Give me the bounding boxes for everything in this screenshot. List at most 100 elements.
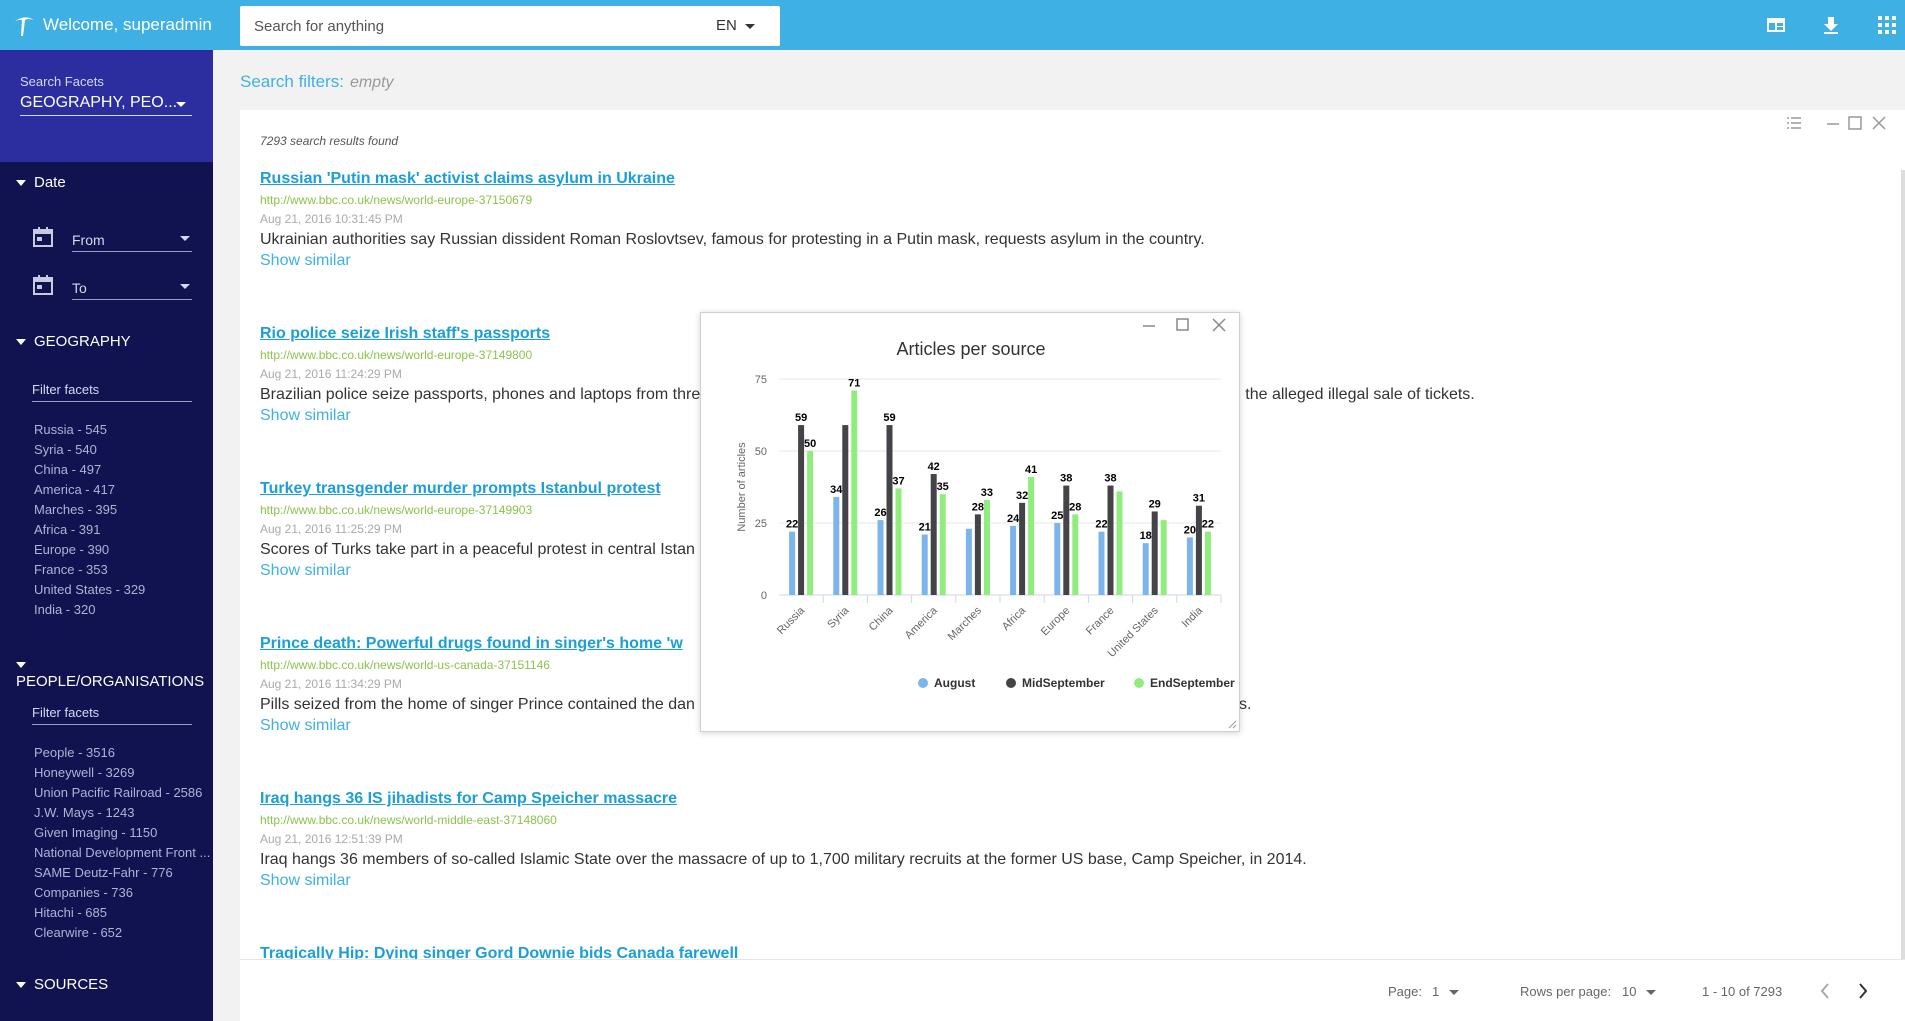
bar bbox=[1142, 543, 1149, 595]
resize-grip-icon[interactable] bbox=[1227, 719, 1237, 729]
result-url[interactable]: http://www.bbc.co.uk/news/world-europe-3… bbox=[260, 503, 533, 517]
result-url[interactable]: http://www.bbc.co.uk/news/world-europe-3… bbox=[260, 193, 533, 207]
close-icon[interactable] bbox=[1872, 116, 1886, 130]
previous-page-icon[interactable] bbox=[1818, 982, 1832, 1000]
calendar-icon[interactable] bbox=[32, 226, 54, 248]
dashboard-icon[interactable] bbox=[1765, 14, 1787, 36]
bar bbox=[798, 425, 805, 595]
data-label: 28 bbox=[1069, 501, 1081, 513]
facet-item[interactable]: Companies - 736 bbox=[34, 885, 133, 900]
search-input[interactable] bbox=[240, 6, 680, 46]
date-section-header[interactable]: Date bbox=[16, 174, 66, 191]
search-facets-select[interactable]: GEOGRAPHY, PEO... bbox=[20, 94, 192, 116]
bar bbox=[789, 531, 796, 595]
result-title-link[interactable]: Tragically Hip: Dying singer Gord Downie… bbox=[260, 945, 739, 962]
geography-section-header[interactable]: GEOGRAPHY bbox=[16, 333, 131, 350]
facet-item[interactable]: United States - 329 bbox=[34, 582, 146, 597]
legend-marker bbox=[918, 678, 928, 688]
download-icon[interactable] bbox=[1820, 14, 1842, 36]
result-title-link[interactable]: Prince death: Powerful drugs found in si… bbox=[260, 635, 683, 652]
chevron-down-icon bbox=[1646, 990, 1657, 996]
search-filters-line: Search filters: empty bbox=[240, 72, 394, 92]
legend-label: August bbox=[934, 676, 975, 690]
maximize-icon[interactable] bbox=[1176, 318, 1189, 331]
result-title-link[interactable]: Turkey transgender murder prompts Istanb… bbox=[260, 480, 661, 497]
next-page-icon[interactable] bbox=[1856, 982, 1870, 1000]
facet-item[interactable]: People - 3516 bbox=[34, 745, 115, 760]
apps-grid-icon[interactable] bbox=[1876, 14, 1898, 36]
data-label: 71 bbox=[848, 378, 860, 390]
facet-item[interactable]: China - 497 bbox=[34, 462, 102, 477]
show-similar-link[interactable]: Show similar bbox=[260, 562, 351, 579]
language-select[interactable]: EN bbox=[716, 17, 755, 34]
data-label: 22 bbox=[1202, 519, 1214, 531]
result-item: Turkey transgender murder prompts Istanb… bbox=[260, 480, 1880, 580]
data-label: 50 bbox=[804, 438, 816, 450]
sources-section-header[interactable]: SOURCES bbox=[16, 976, 108, 993]
facet-item[interactable]: Honeywell - 3269 bbox=[34, 765, 135, 780]
x-tick-label: France bbox=[1084, 605, 1117, 638]
result-url[interactable]: http://www.bbc.co.uk/news/world-europe-3… bbox=[260, 348, 533, 362]
data-label: 59 bbox=[795, 412, 807, 424]
bar bbox=[1151, 511, 1158, 595]
x-tick-label: Europe bbox=[1039, 605, 1073, 639]
search-box[interactable]: EN bbox=[240, 6, 780, 46]
result-title-link[interactable]: Rio police seize Irish staff's passports bbox=[260, 325, 551, 342]
chart-window[interactable]: Articles per source 0 25 50 75 Number of arti… bbox=[700, 312, 1240, 732]
show-similar-link[interactable]: Show similar bbox=[260, 252, 351, 269]
bar bbox=[1028, 476, 1035, 595]
list-view-icon[interactable] bbox=[1787, 117, 1801, 129]
facet-item[interactable]: J.W. Mays - 1243 bbox=[34, 805, 135, 820]
page-value: 1 bbox=[1432, 984, 1440, 999]
result-title-link[interactable]: Iraq hangs 36 IS jihadists for Camp Spei… bbox=[260, 790, 678, 807]
facet-item[interactable]: America - 417 bbox=[34, 482, 115, 497]
result-url[interactable]: http://www.bbc.co.uk/news/world-middle-e… bbox=[260, 813, 557, 827]
show-similar-link[interactable]: Show similar bbox=[260, 872, 351, 889]
facet-item[interactable]: France - 353 bbox=[34, 562, 108, 577]
geography-filter-input[interactable]: Filter facets bbox=[32, 380, 192, 402]
chevron-down-icon bbox=[744, 23, 755, 29]
people-filter-input[interactable]: Filter facets bbox=[32, 703, 192, 725]
facet-item[interactable]: Africa - 391 bbox=[34, 522, 101, 537]
rows-per-page-select[interactable]: 10 bbox=[1622, 984, 1657, 999]
chevron-down-icon bbox=[180, 284, 190, 289]
result-item: Tragically Hip: Dying singer Gord Downie… bbox=[260, 945, 1880, 963]
facet-item[interactable]: SAME Deutz-Fahr - 776 bbox=[34, 865, 173, 880]
bar bbox=[1063, 485, 1070, 595]
pagination-bar: Page: 1 Rows per page: 10 1 - 10 of 7293 bbox=[240, 959, 1905, 1021]
facet-item[interactable]: Europe - 390 bbox=[34, 542, 110, 557]
rows-per-page-value: 10 bbox=[1622, 984, 1637, 999]
bar bbox=[930, 474, 937, 595]
result-title-link[interactable]: Russian 'Putin mask' activist claims asy… bbox=[260, 170, 675, 187]
facet-item[interactable]: Syria - 540 bbox=[34, 442, 97, 457]
close-icon[interactable] bbox=[1212, 318, 1226, 332]
date-from-label: From bbox=[72, 232, 105, 248]
facet-item[interactable]: Marches - 395 bbox=[34, 502, 118, 517]
facet-item[interactable]: Russia - 545 bbox=[34, 422, 107, 437]
facet-item[interactable]: Union Pacific Railroad - 2586 bbox=[34, 785, 203, 800]
date-to-field[interactable]: To bbox=[72, 280, 192, 300]
page-range: 1 - 10 of 7293 bbox=[1702, 984, 1783, 999]
facet-item[interactable]: National Development Front ... bbox=[34, 845, 211, 860]
bar bbox=[1186, 537, 1193, 595]
x-tick-label: America bbox=[903, 604, 941, 642]
geography-filter-placeholder: Filter facets bbox=[32, 382, 100, 397]
results-scrollbar[interactable] bbox=[1901, 170, 1905, 960]
page-select[interactable]: 1 bbox=[1432, 984, 1460, 999]
show-similar-link[interactable]: Show similar bbox=[260, 407, 351, 424]
chevron-down-icon bbox=[176, 102, 186, 107]
date-from-field[interactable]: From bbox=[72, 232, 192, 252]
facet-item[interactable]: India - 320 bbox=[34, 602, 96, 617]
data-label: 32 bbox=[1016, 490, 1028, 502]
calendar-icon[interactable] bbox=[32, 274, 54, 296]
maximize-icon[interactable] bbox=[1848, 116, 1862, 130]
data-label: 29 bbox=[1149, 498, 1161, 510]
show-similar-link[interactable]: Show similar bbox=[260, 717, 351, 734]
collapse-triangle-icon bbox=[16, 180, 26, 187]
result-url[interactable]: http://www.bbc.co.uk/news/world-us-canad… bbox=[260, 658, 550, 672]
facet-item[interactable]: Given Imaging - 1150 bbox=[34, 825, 158, 840]
facet-item[interactable]: Clearwire - 652 bbox=[34, 925, 123, 940]
facet-item[interactable]: Hitachi - 685 bbox=[34, 905, 107, 920]
app-logo-icon[interactable] bbox=[10, 12, 38, 40]
people-section-header[interactable]: PEOPLE/ORGANISATIONS bbox=[16, 656, 213, 690]
